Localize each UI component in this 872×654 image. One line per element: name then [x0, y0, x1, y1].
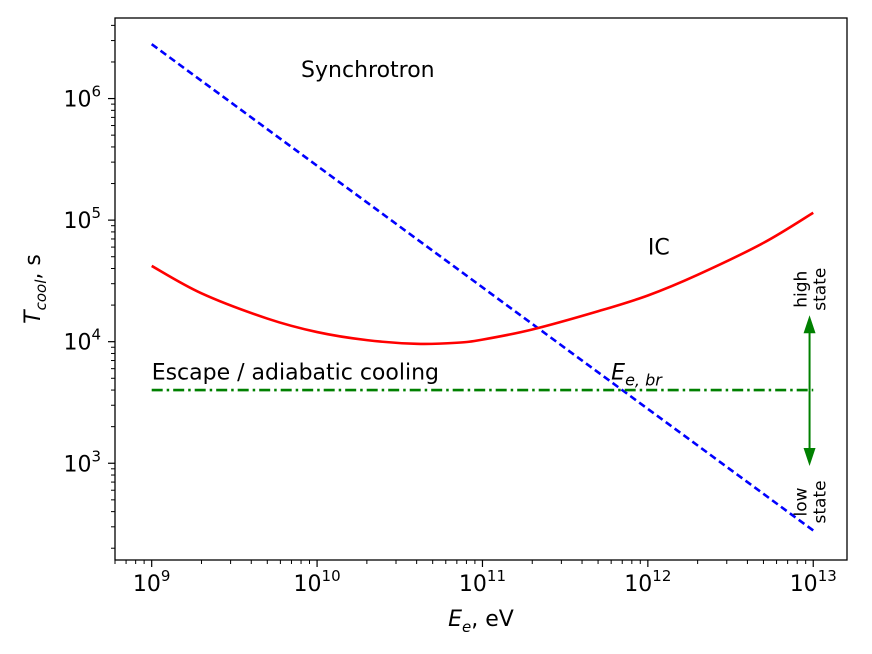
- axis-ticks: 109 1010 1011 1012 1013 103 104 105 106: [63, 24, 837, 597]
- x-tick-label: 1013: [790, 567, 837, 597]
- plot-area: [114, 17, 848, 561]
- label-escape-adiabatic: Escape / adiabatic cooling: [152, 360, 439, 385]
- arrow-high-state: [803, 315, 816, 391]
- x-axis-title: Ee, eV: [448, 607, 514, 636]
- x-tick-label: 1011: [459, 567, 506, 597]
- annotation-layer: Synchrotron IC Escape / adiabatic cooling E…: [152, 58, 831, 523]
- label-low-state-line2: state: [811, 480, 831, 523]
- label-low-state-line1: low: [792, 487, 812, 516]
- arrow-low-state-head: [803, 447, 816, 466]
- x-tick-label: 1012: [624, 567, 671, 597]
- y-tick-label: 106: [63, 83, 101, 113]
- y-tick-label: 105: [63, 204, 101, 234]
- arrow-high-state-head: [803, 315, 816, 334]
- label-high-state-line2: state: [811, 268, 831, 311]
- label-low-state: low state: [792, 480, 831, 523]
- label-e-break: Ee, br: [611, 360, 663, 389]
- x-tick-label: 109: [133, 567, 171, 597]
- series-synchrotron: [150, 43, 815, 532]
- x-tick-label: 1010: [294, 567, 341, 597]
- label-ic: IC: [648, 236, 670, 261]
- label-high-state-line1: high: [792, 271, 812, 308]
- y-axis-title: Tcool, s: [21, 254, 50, 324]
- y-tick-label: 104: [63, 326, 101, 356]
- arrow-low-state: [803, 390, 816, 466]
- label-synchrotron: Synchrotron: [301, 58, 435, 83]
- series-layer: [150, 43, 815, 532]
- y-tick-label: 103: [63, 447, 101, 477]
- label-high-state: high state: [792, 268, 831, 311]
- series-ic: [151, 211, 814, 346]
